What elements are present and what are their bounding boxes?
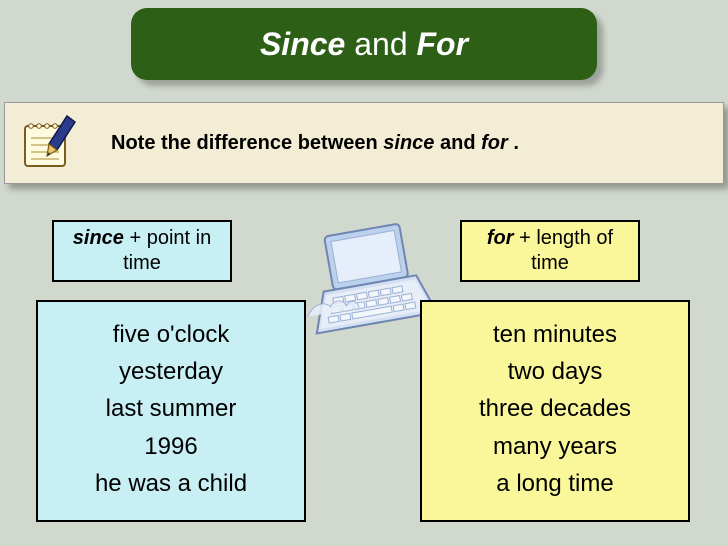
note-word-since: since bbox=[383, 132, 434, 154]
since-example: he was a child bbox=[44, 465, 298, 502]
for-example: three decades bbox=[428, 390, 682, 427]
note-word-for: for bbox=[481, 132, 508, 154]
note-text: Note the difference between since and fo… bbox=[111, 132, 519, 155]
since-example: 1996 bbox=[44, 428, 298, 465]
title-word-for: For bbox=[417, 26, 469, 62]
title-joiner: and bbox=[354, 26, 416, 62]
since-header-word: since bbox=[73, 227, 124, 249]
since-example: last summer bbox=[44, 390, 298, 427]
note-middle: and bbox=[434, 132, 481, 154]
laptop-icon bbox=[297, 218, 437, 348]
notepad-pen-icon bbox=[19, 114, 83, 172]
for-example: many years bbox=[428, 428, 682, 465]
for-header-box: for + length of time bbox=[460, 220, 640, 282]
since-example: five o'clock bbox=[44, 316, 298, 353]
title-banner: Since and For bbox=[131, 8, 597, 80]
for-examples-box: ten minutes two days three decades many … bbox=[420, 300, 690, 522]
note-bar: Note the difference between since and fo… bbox=[4, 102, 724, 184]
since-examples-box: five o'clock yesterday last summer 1996 … bbox=[36, 300, 306, 522]
note-suffix: . bbox=[508, 132, 519, 154]
for-header-rest: + length of time bbox=[514, 227, 614, 274]
since-header-box: since + point in time bbox=[52, 220, 232, 282]
note-prefix: Note the difference between bbox=[111, 132, 383, 154]
for-example: ten minutes bbox=[428, 316, 682, 353]
for-header-word: for bbox=[487, 227, 514, 249]
for-example: a long time bbox=[428, 465, 682, 502]
since-example: yesterday bbox=[44, 353, 298, 390]
since-header-rest: + point in time bbox=[123, 227, 211, 274]
for-example: two days bbox=[428, 353, 682, 390]
title-word-since: Since bbox=[260, 26, 345, 62]
